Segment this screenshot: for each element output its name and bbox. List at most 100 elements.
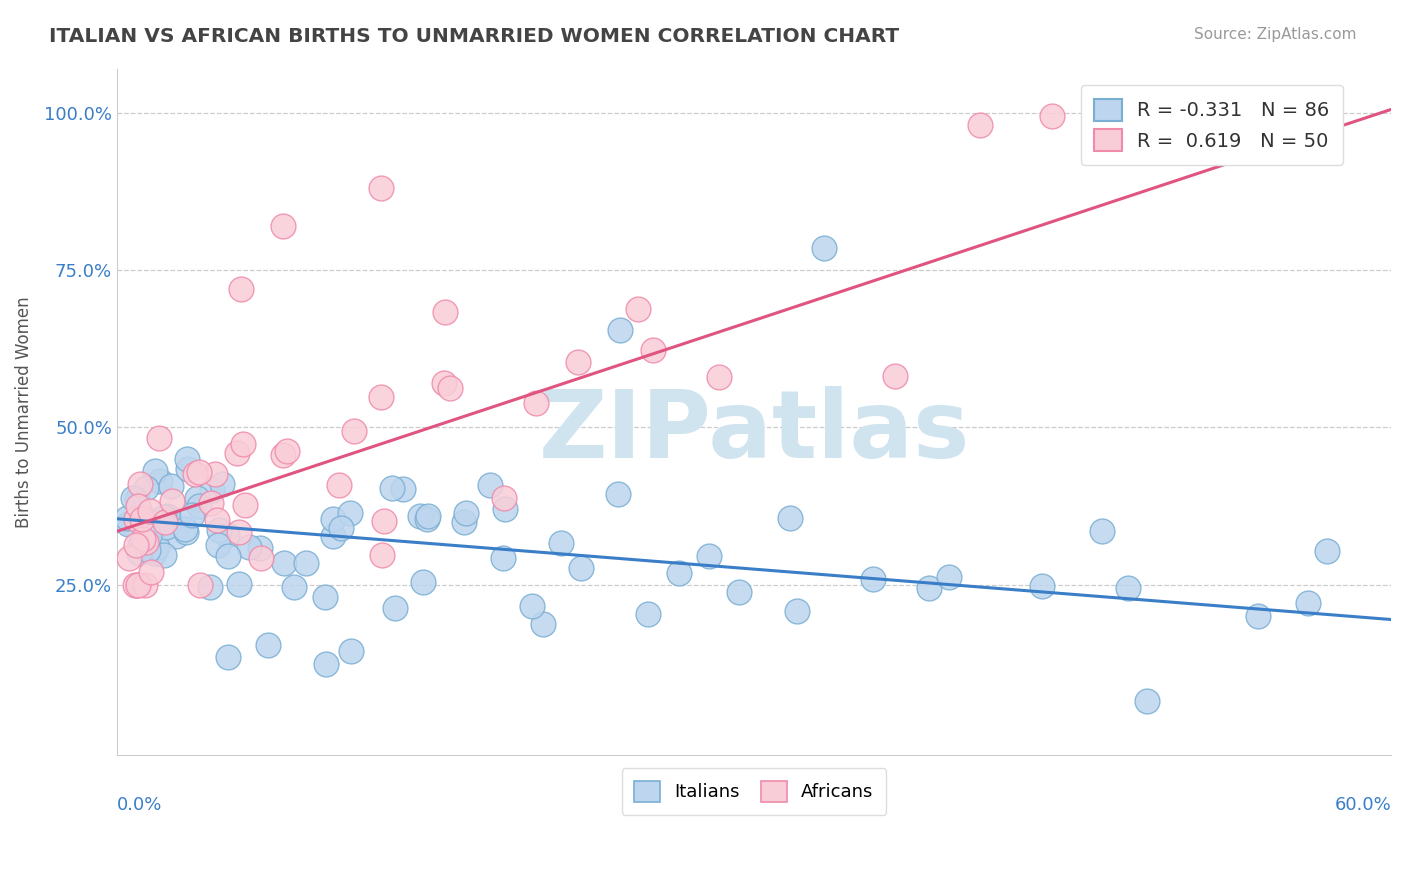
Point — [328, 478, 350, 492]
Point — [188, 578, 211, 592]
Point — [283, 580, 305, 594]
Point — [370, 181, 392, 195]
Point — [918, 581, 941, 595]
Point — [148, 431, 170, 445]
Point — [434, 305, 457, 319]
Point — [479, 478, 502, 492]
Point — [160, 494, 183, 508]
Point — [276, 443, 298, 458]
Point — [187, 465, 209, 479]
Point — [249, 541, 271, 555]
Point — [453, 515, 475, 529]
Point — [143, 546, 166, 560]
Point — [157, 509, 180, 524]
Point — [409, 509, 432, 524]
Point — [524, 395, 547, 409]
Point — [494, 502, 516, 516]
Point — [152, 548, 174, 562]
Point — [238, 541, 260, 555]
Point — [315, 657, 337, 671]
Point — [229, 282, 252, 296]
Point — [211, 476, 233, 491]
Point — [668, 566, 690, 581]
Point — [392, 482, 415, 496]
Point — [138, 529, 160, 543]
Point — [117, 550, 139, 565]
Point — [709, 370, 731, 384]
Y-axis label: Births to Unmarried Women: Births to Unmarried Women — [15, 296, 32, 527]
Point — [416, 508, 439, 523]
Point — [139, 566, 162, 580]
Point — [131, 512, 153, 526]
Point — [186, 491, 208, 505]
Text: 0.0%: 0.0% — [117, 796, 162, 814]
Point — [231, 437, 253, 451]
Point — [127, 500, 149, 514]
Point — [136, 543, 159, 558]
Point — [609, 323, 631, 337]
Point — [384, 600, 406, 615]
Point — [641, 343, 664, 358]
Point — [177, 462, 200, 476]
Point — [1091, 524, 1114, 538]
Point — [174, 524, 197, 539]
Point — [127, 578, 149, 592]
Point — [1118, 581, 1140, 595]
Point — [273, 556, 295, 570]
Point — [117, 517, 139, 532]
Point — [143, 464, 166, 478]
Point — [697, 549, 720, 563]
Point — [127, 578, 149, 592]
Point — [228, 524, 250, 539]
Point — [567, 354, 589, 368]
Point — [207, 538, 229, 552]
Point — [884, 369, 907, 384]
Text: 60.0%: 60.0% — [1334, 796, 1391, 814]
Point — [129, 476, 152, 491]
Point — [134, 578, 156, 592]
Point — [339, 507, 361, 521]
Point — [439, 381, 461, 395]
Point — [225, 446, 247, 460]
Point — [1031, 579, 1053, 593]
Point — [149, 474, 172, 488]
Point — [198, 580, 221, 594]
Point — [786, 604, 808, 618]
Point — [155, 515, 177, 529]
Point — [969, 118, 991, 132]
Point — [250, 551, 273, 566]
Point — [340, 644, 363, 658]
Point — [370, 390, 392, 404]
Point — [165, 528, 187, 542]
Point — [520, 599, 543, 613]
Point — [208, 523, 231, 537]
Point — [217, 549, 239, 564]
Point — [155, 509, 177, 524]
Point — [1316, 543, 1339, 558]
Point — [127, 492, 149, 507]
Point — [343, 424, 366, 438]
Point — [314, 590, 336, 604]
Point — [569, 560, 592, 574]
Point — [412, 575, 434, 590]
Point — [181, 508, 204, 522]
Point — [1136, 694, 1159, 708]
Text: Source: ZipAtlas.com: Source: ZipAtlas.com — [1194, 27, 1357, 42]
Point — [381, 481, 404, 495]
Point — [492, 551, 515, 566]
Point — [135, 535, 157, 549]
Point — [295, 556, 318, 570]
Point — [200, 496, 222, 510]
Point — [201, 483, 224, 497]
Point — [1040, 109, 1063, 123]
Point — [606, 487, 628, 501]
Point — [433, 376, 456, 390]
Point — [125, 512, 148, 526]
Point — [155, 520, 177, 534]
Point — [550, 536, 572, 550]
Point — [415, 512, 437, 526]
Text: ZIPatlas: ZIPatlas — [538, 386, 970, 478]
Point — [1296, 596, 1319, 610]
Legend: Italians, Africans: Italians, Africans — [621, 768, 886, 814]
Point — [129, 538, 152, 552]
